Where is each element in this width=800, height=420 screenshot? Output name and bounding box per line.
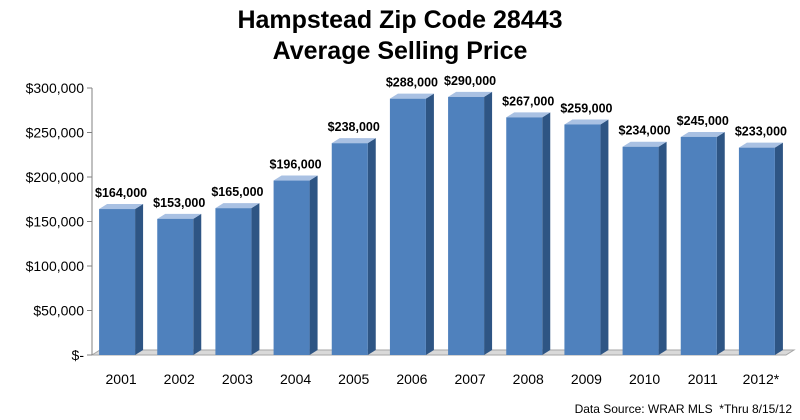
y-tick-label: $50,000 [33, 303, 84, 319]
bar-top [331, 138, 376, 144]
bar-top [680, 131, 725, 137]
bar-top [738, 142, 783, 148]
bar-front [99, 209, 136, 355]
bar-top [506, 112, 551, 118]
x-tick-label: 2002 [164, 371, 195, 387]
data-labels: $164,000 $153,000 $165,000 $196,000 $238,000… [95, 74, 787, 210]
bar-front [215, 208, 252, 355]
y-tick-label: $200,000 [26, 169, 85, 185]
bar [157, 213, 202, 355]
y-tick-label: $250,000 [26, 125, 85, 141]
chart-subtitle: Average Selling Price [273, 37, 528, 65]
bar-side [716, 131, 725, 355]
bar-front [157, 218, 194, 355]
bar-side [658, 141, 667, 355]
bar-top [99, 204, 144, 210]
x-tick-label: 2010 [629, 371, 660, 387]
x-tick-label: 2004 [280, 371, 311, 387]
x-tick-label: 2001 [106, 371, 137, 387]
x-tick-label: 2005 [338, 371, 369, 387]
bar-front [680, 136, 717, 355]
axes: $- $50,000 $100,000 $150,000 $200,000 $250,00… [26, 80, 796, 387]
bar-side [367, 138, 376, 355]
bar-front [389, 98, 426, 356]
bar [622, 141, 667, 355]
data-label: $165,000 [211, 185, 263, 199]
bar [99, 204, 144, 355]
bar-side [193, 213, 202, 355]
bar-top [622, 141, 667, 147]
bar [738, 142, 783, 355]
bar-top [157, 213, 202, 219]
bar-front [506, 117, 543, 356]
y-tick-label: $150,000 [26, 214, 85, 230]
bar-front [564, 124, 601, 356]
x-tick-label: 2008 [513, 371, 544, 387]
bar-side [600, 119, 609, 356]
data-label: $153,000 [153, 196, 205, 210]
bar [273, 175, 318, 355]
data-label: $288,000 [386, 76, 438, 90]
bar [448, 91, 493, 356]
x-tick-label: 2012* [743, 371, 780, 387]
x-tick-label: 2011 [688, 371, 718, 387]
bar-front [738, 147, 775, 355]
x-tick-label: 2007 [455, 371, 486, 387]
x-tick-label: 2009 [571, 371, 602, 387]
data-label: $196,000 [270, 158, 322, 172]
chart-floor [90, 349, 796, 356]
bar [680, 131, 725, 355]
data-label: $238,000 [328, 120, 380, 134]
data-label: $164,000 [95, 186, 147, 200]
bar [331, 138, 376, 355]
bar-side [251, 203, 260, 355]
bar [564, 119, 609, 356]
chart-title: Hampstead Zip Code 28443 [237, 6, 562, 34]
bar-front [273, 180, 310, 355]
data-label: $290,000 [444, 74, 496, 88]
bar-front [622, 146, 659, 355]
y-tick-label: $300,000 [26, 80, 85, 96]
bar-side [309, 175, 318, 355]
bar-front [448, 96, 485, 356]
bar-top [564, 119, 609, 125]
data-label: $233,000 [735, 125, 787, 139]
bar-side [484, 91, 493, 356]
bar-top [215, 203, 260, 209]
bar-top [273, 175, 318, 181]
bar-side [774, 142, 783, 355]
source-note: Data Source: WRAR MLS *Thru 8/15/12 [575, 402, 793, 416]
data-label: $245,000 [677, 114, 729, 128]
bars [99, 91, 783, 356]
bar-side [542, 112, 551, 356]
bar-side [425, 93, 434, 356]
bar-top [448, 91, 493, 97]
bar-front [331, 143, 368, 355]
data-label: $234,000 [619, 124, 671, 138]
x-tick-label: 2006 [396, 371, 427, 387]
bar [506, 112, 551, 356]
data-label: $259,000 [560, 101, 612, 115]
bar-top [389, 93, 434, 99]
bar [389, 93, 434, 356]
bar-side [135, 204, 144, 355]
bar [215, 203, 260, 355]
data-label: $267,000 [502, 94, 554, 108]
y-tick-label: $100,000 [26, 258, 85, 274]
y-tick-label: $- [72, 347, 85, 363]
x-tick-label: 2003 [222, 371, 253, 387]
